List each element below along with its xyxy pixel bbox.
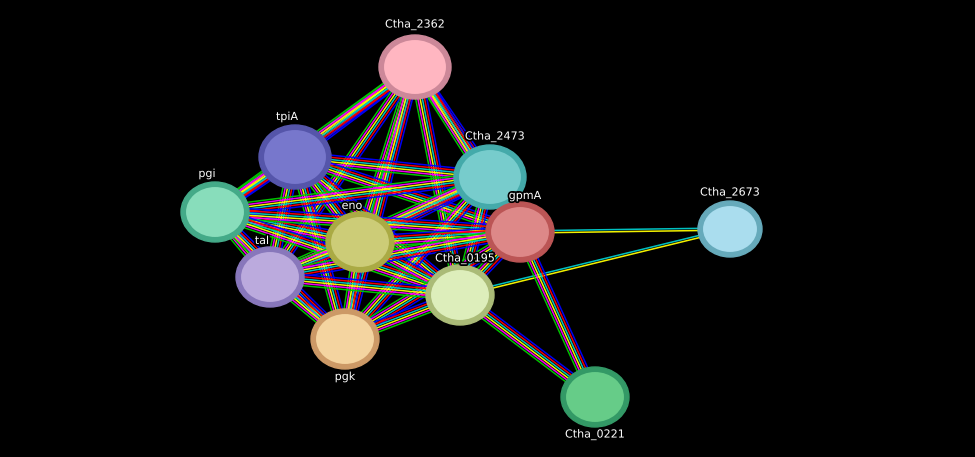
Ellipse shape	[565, 371, 625, 423]
Text: eno: eno	[341, 201, 363, 211]
Ellipse shape	[426, 265, 494, 325]
Text: tpiA: tpiA	[276, 112, 298, 122]
Text: pgk: pgk	[334, 372, 355, 382]
Ellipse shape	[181, 182, 249, 242]
Ellipse shape	[454, 145, 526, 209]
Ellipse shape	[330, 216, 390, 268]
Ellipse shape	[326, 212, 394, 272]
Ellipse shape	[458, 149, 522, 205]
Ellipse shape	[486, 202, 554, 262]
Ellipse shape	[702, 205, 758, 253]
Text: Ctha_2473: Ctha_2473	[465, 132, 526, 143]
Ellipse shape	[236, 247, 304, 307]
Ellipse shape	[263, 129, 327, 185]
Text: gpmA: gpmA	[509, 191, 541, 201]
Text: Ctha_2362: Ctha_2362	[385, 20, 445, 31]
Text: Ctha_0195: Ctha_0195	[435, 254, 495, 265]
Text: pgi: pgi	[198, 169, 215, 179]
Ellipse shape	[698, 201, 762, 257]
Ellipse shape	[311, 309, 379, 369]
Ellipse shape	[259, 125, 331, 189]
Ellipse shape	[430, 269, 490, 321]
Ellipse shape	[185, 186, 245, 238]
Ellipse shape	[240, 251, 300, 303]
Text: Ctha_0221: Ctha_0221	[565, 430, 625, 441]
Ellipse shape	[379, 35, 451, 99]
Ellipse shape	[490, 206, 550, 258]
Text: tal: tal	[254, 236, 269, 246]
Ellipse shape	[561, 367, 629, 427]
Text: Ctha_2673: Ctha_2673	[700, 187, 760, 198]
Ellipse shape	[383, 39, 447, 95]
Ellipse shape	[315, 313, 375, 365]
